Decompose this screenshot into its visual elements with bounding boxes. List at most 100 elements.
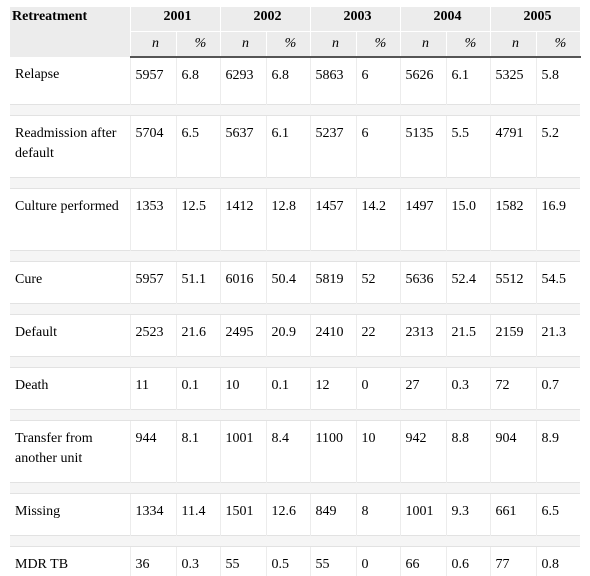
table-body: Relapse 5957 6.8 6293 6.8 5863 6 5626 6.1 5325 5.8… xyxy=(10,57,580,576)
row-label: Transfer from another unit xyxy=(10,420,131,482)
year-header: 2002 xyxy=(220,7,311,32)
count-cell: 5957 xyxy=(130,57,177,104)
percent-cell: 8.1 xyxy=(176,420,221,482)
percent-cell: 12.6 xyxy=(266,493,311,535)
percent-header: % xyxy=(176,31,221,58)
count-cell: 5957 xyxy=(130,261,177,303)
row-spacer xyxy=(10,481,580,494)
count-cell: 5512 xyxy=(490,261,537,303)
count-cell: 904 xyxy=(490,420,537,482)
percent-cell: 12.5 xyxy=(176,188,221,250)
percent-cell: 50.4 xyxy=(266,261,311,303)
percent-cell: 0 xyxy=(356,546,401,576)
count-cell: 2159 xyxy=(490,314,537,356)
row-label-header: Retreatment xyxy=(10,7,131,57)
count-cell: 5819 xyxy=(310,261,357,303)
table-row: Culture performed 1353 12.5 1412 12.8 1457 14.… xyxy=(10,188,580,250)
year-header: 2003 xyxy=(310,7,401,32)
percent-cell: 0 xyxy=(356,367,401,409)
row-label: Culture performed xyxy=(10,188,131,250)
percent-cell: 52.4 xyxy=(446,261,491,303)
count-cell: 72 xyxy=(490,367,537,409)
count-cell: 2495 xyxy=(220,314,267,356)
percent-cell: 6.5 xyxy=(176,115,221,177)
count-cell: 1501 xyxy=(220,493,267,535)
percent-cell: 12.8 xyxy=(266,188,311,250)
row-spacer-cell xyxy=(10,534,580,547)
count-cell: 55 xyxy=(310,546,357,576)
count-cell: 77 xyxy=(490,546,537,576)
percent-cell: 6.5 xyxy=(541,503,560,519)
row-label: Cure xyxy=(10,261,131,303)
percent-cell: 21.3 xyxy=(541,324,567,340)
percent-cell: 6.1 xyxy=(266,115,311,177)
count-cell: 2523 xyxy=(130,314,177,356)
row-label: Relapse xyxy=(10,57,131,104)
count-cell: 12 xyxy=(310,367,357,409)
percent-cell: 22 xyxy=(356,314,401,356)
table-row: Death 11 0.1 10 0.1 12 0 27 0.3 72 0.7 xyxy=(10,367,580,409)
row-spacer-cell xyxy=(10,408,580,421)
percent-cell: 0.3 xyxy=(176,546,221,576)
count-cell: 6293 xyxy=(220,57,267,104)
percent-cell: 6.8 xyxy=(266,57,311,104)
table-row: Relapse 5957 6.8 6293 6.8 5863 6 5626 6.1 5325 5.8 xyxy=(10,57,580,104)
count-cell: 55 xyxy=(220,546,267,576)
percent-header: % xyxy=(356,31,401,58)
count-cell: 2410 xyxy=(310,314,357,356)
row-spacer xyxy=(10,249,580,262)
count-cell: 5704 xyxy=(130,115,177,177)
percent-header: % xyxy=(266,31,311,58)
percent-cell: 5.8 xyxy=(541,68,560,83)
row-label: Readmission after default xyxy=(10,115,131,177)
row-spacer xyxy=(10,355,580,368)
percent-cell: 15.0 xyxy=(446,188,491,250)
percent-cell: 6 xyxy=(356,115,401,177)
percent-cell: 16.9 xyxy=(541,198,567,214)
count-header: n xyxy=(220,31,267,58)
percent-cell: 8 xyxy=(356,493,401,535)
count-cell: 5637 xyxy=(220,115,267,177)
count-cell: 1100 xyxy=(310,420,357,482)
row-spacer-cell xyxy=(10,302,580,315)
row-spacer xyxy=(10,534,580,547)
table-row: Default 2523 21.6 2495 20.9 2410 22 2313 21.5 215… xyxy=(10,314,580,356)
count-cell: 944 xyxy=(130,420,177,482)
percent-cell: 54.5 xyxy=(541,271,567,287)
count-cell: 5325 xyxy=(490,57,537,104)
percent-cell: 0.7 xyxy=(541,377,560,393)
percent-cell: 9.3 xyxy=(446,493,491,535)
year-header-row: Retreatment 2001 2002 2003 2004 2005 xyxy=(10,7,581,57)
count-cell: 5237 xyxy=(310,115,357,177)
count-cell: 661 xyxy=(490,493,537,535)
percent-header: % xyxy=(536,31,581,58)
row-spacer xyxy=(10,302,580,315)
row-label: MDR TB xyxy=(10,546,131,576)
count-cell: 1001 xyxy=(220,420,267,482)
table-row: MDR TB 36 0.3 55 0.5 55 0 66 0.6 77 0.8 xyxy=(10,546,580,576)
percent-cell: 0.5 xyxy=(266,546,311,576)
percent-cell: 20.9 xyxy=(266,314,311,356)
row-spacer-cell xyxy=(10,176,580,189)
percent-cell: 0.1 xyxy=(266,367,311,409)
table-row: Cure 5957 51.1 6016 50.4 5819 52 5636 52.4 5512 54… xyxy=(10,261,580,303)
percent-cell: 0.1 xyxy=(176,367,221,409)
count-cell: 10 xyxy=(220,367,267,409)
percent-cell: 0.3 xyxy=(446,367,491,409)
percent-header: % xyxy=(446,31,491,58)
count-cell: 5626 xyxy=(400,57,447,104)
table-row: Missing 1334 11.4 1501 12.6 849 8 1001 9.3 661 6.5 xyxy=(10,493,580,535)
percent-cell: 51.1 xyxy=(176,261,221,303)
sub-header-row: n % n % n % n % n % xyxy=(10,31,581,58)
count-cell: 849 xyxy=(310,493,357,535)
count-cell: 1457 xyxy=(310,188,357,250)
count-cell: 1582 xyxy=(490,188,537,250)
percent-cell: 8.9 xyxy=(541,430,560,446)
table-row: Readmission after default 5704 6.5 5637 6.1 5… xyxy=(10,115,580,177)
year-header: 2001 xyxy=(130,7,221,32)
row-label: Missing xyxy=(10,493,131,535)
count-header: n xyxy=(400,31,447,58)
retreatment-table: Retreatment 2001 2002 2003 2004 2005 n %… xyxy=(10,7,581,576)
count-cell: 6016 xyxy=(220,261,267,303)
count-header: n xyxy=(310,31,357,58)
